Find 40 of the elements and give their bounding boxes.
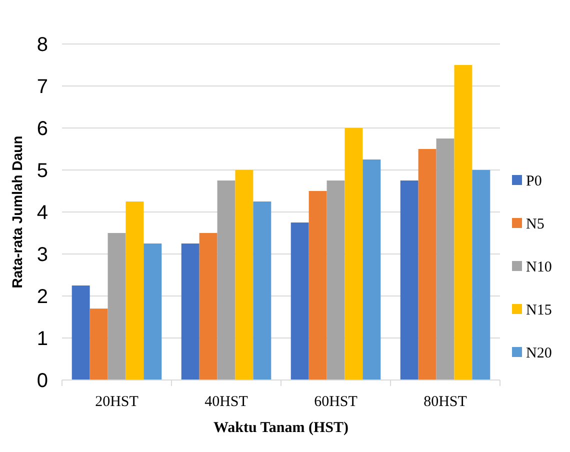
bar	[308, 191, 327, 380]
bar	[126, 202, 144, 380]
y-tick-label: 1	[36, 328, 48, 350]
legend-label: N10	[526, 259, 552, 276]
y-tick-label: 8	[36, 34, 48, 56]
bar	[108, 233, 126, 380]
x-tick-label: 80HST	[424, 394, 467, 410]
bar	[290, 222, 309, 380]
bar	[199, 233, 218, 380]
y-tick-label: 5	[36, 160, 48, 182]
bar	[253, 202, 272, 380]
legend-label: N15	[526, 302, 552, 318]
y-tick-label: 0	[36, 370, 48, 392]
x-tick-label: 60HST	[314, 394, 358, 410]
bar	[72, 286, 90, 380]
y-tick-label: 2	[36, 286, 48, 308]
bar	[362, 160, 381, 380]
bar	[235, 170, 254, 380]
legend-label: N20	[526, 345, 552, 362]
bar	[90, 308, 108, 380]
bar	[418, 149, 436, 380]
bar	[400, 180, 418, 380]
bar	[454, 65, 472, 380]
bar	[436, 138, 454, 380]
x-tick-label: 20HST	[95, 394, 138, 410]
y-tick-label: 3	[36, 244, 48, 266]
x-axis-title: Waktu Tanam (HST)	[213, 420, 349, 436]
y-tick-label: 6	[36, 118, 48, 140]
bar	[326, 180, 345, 380]
bar	[144, 244, 162, 380]
bar	[181, 244, 200, 380]
legend-label: N5	[526, 216, 544, 232]
y-axis-title: Rata-rata Jumlah Daun	[9, 136, 25, 288]
bar	[344, 128, 363, 380]
bar	[217, 180, 236, 380]
y-tick-label: 7	[36, 76, 48, 98]
y-tick-label: 4	[36, 202, 48, 224]
x-tick-label: 40HST	[204, 394, 248, 410]
bar	[472, 170, 490, 380]
legend-label: P0	[526, 173, 542, 190]
